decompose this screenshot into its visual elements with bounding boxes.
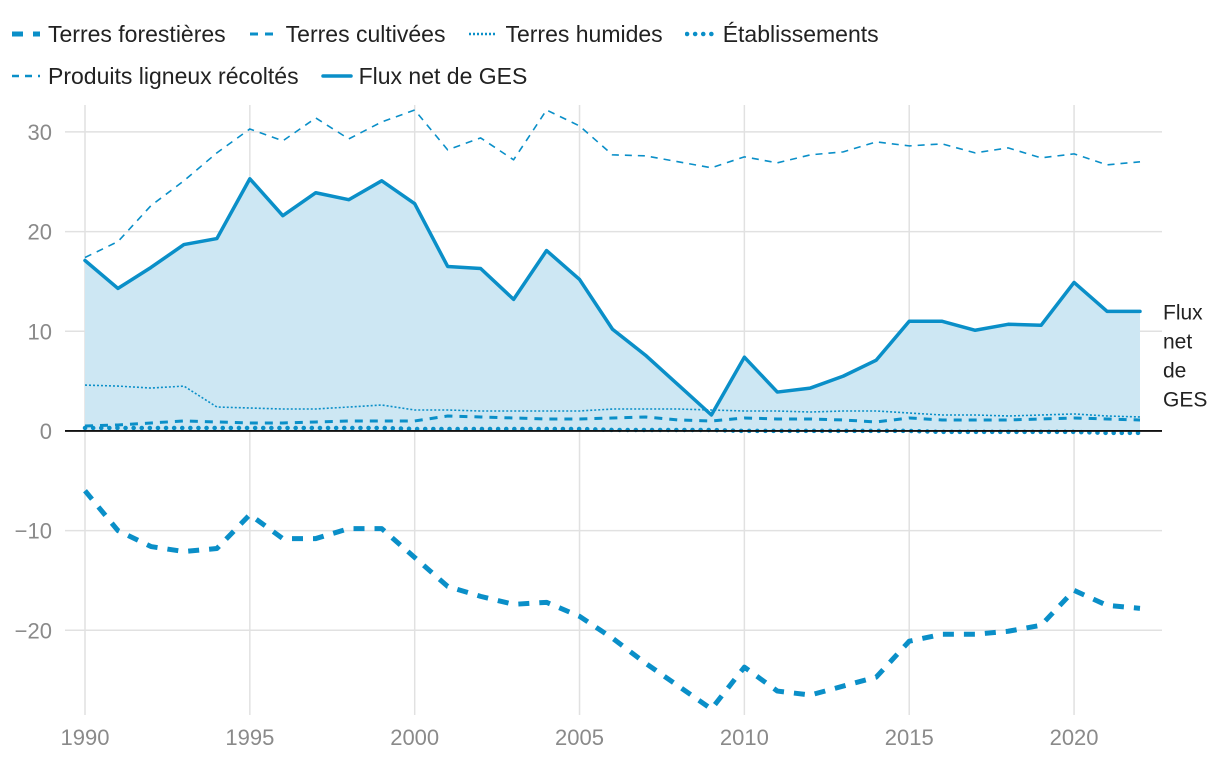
y-tick-label: −20: [15, 618, 52, 643]
end-label-line: Flux: [1163, 301, 1203, 324]
y-tick-label: 10: [28, 319, 52, 344]
legend-item: Terres humides: [467, 12, 663, 54]
legend-label: Terres cultivées: [285, 20, 446, 47]
x-tick-label: 1990: [61, 725, 110, 750]
x-tick-label: 2020: [1050, 725, 1099, 750]
series-line-terres-cultivees: [84, 414, 1141, 428]
net-flux-area: [85, 178, 1140, 431]
legend-label: Flux net de GES: [358, 62, 528, 89]
series-line-etablissements: [82, 425, 1143, 436]
legend-swatch: [469, 32, 498, 36]
chart-legend: Terres forestières Terres cultivées Terres…: [10, 12, 1210, 96]
end-label-line: net: [1163, 330, 1192, 353]
x-tick-label: 2010: [720, 725, 769, 750]
series-line-terres-forestieres: [83, 489, 1141, 712]
series-line-flux-net-de-ges: [83, 177, 1142, 417]
legend-label: Établissements: [722, 20, 879, 47]
y-tick-label: 30: [28, 120, 52, 145]
legend-swatch: [249, 32, 278, 36]
x-tick-label: 1995: [225, 725, 274, 750]
legend-swatch: [684, 31, 717, 37]
legend-item: Flux net de GES: [320, 54, 528, 96]
legend-item: Terres forestières: [10, 12, 226, 54]
y-tick-label: 20: [28, 220, 52, 245]
legend-swatch: [320, 74, 353, 78]
legend-swatch: [12, 31, 40, 37]
legend-label: Terres forestières: [48, 20, 226, 47]
end-label-line: de: [1163, 359, 1186, 382]
legend-item: Produits ligneux récoltés: [10, 54, 299, 96]
legend-swatch: [12, 74, 40, 78]
x-tick-label: 2005: [555, 725, 604, 750]
legend-item: Établissements: [684, 12, 879, 54]
y-tick-label: −10: [15, 519, 52, 544]
x-tick-label: 2000: [390, 725, 439, 750]
x-tick-label: 2015: [885, 725, 934, 750]
series-line-produits-ligneux-recoltes: [84, 109, 1141, 259]
legend-item: Terres cultivées: [248, 12, 446, 54]
legend-label: Produits ligneux récoltés: [48, 62, 299, 89]
y-tick-label: 0: [40, 419, 52, 444]
end-label-line: GES: [1163, 388, 1207, 411]
legend-label: Terres humides: [505, 20, 663, 47]
